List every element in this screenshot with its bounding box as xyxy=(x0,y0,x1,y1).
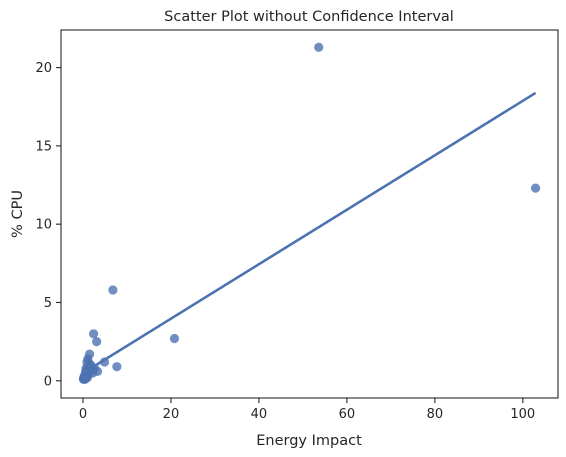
data-point xyxy=(92,337,102,347)
axes-frame xyxy=(60,29,559,399)
x-tick-label: 100 xyxy=(510,407,535,422)
y-tick-label: 10 xyxy=(35,218,52,233)
y-tick-label: 20 xyxy=(35,61,52,76)
data-point xyxy=(82,373,92,383)
data-point xyxy=(314,42,324,52)
y-tick-label: 5 xyxy=(44,296,52,311)
data-point xyxy=(530,183,541,193)
chart-title: Scatter Plot without Confidence Interval xyxy=(164,9,454,25)
data-point xyxy=(108,285,118,295)
data-point xyxy=(112,362,122,372)
x-tick-label: 80 xyxy=(427,407,444,422)
plot-area xyxy=(78,42,541,384)
y-tick-label: 0 xyxy=(44,374,52,389)
regression-line xyxy=(82,91,537,375)
x-tick-label: 0 xyxy=(79,407,87,422)
x-tick-label: 40 xyxy=(251,407,268,422)
data-point xyxy=(169,333,180,344)
axis-ticks: 0 20 40 60 80 100 0 5 10 15 20 xyxy=(35,61,535,422)
data-point xyxy=(88,329,99,339)
x-tick-label: 60 xyxy=(339,407,356,422)
y-tick-label: 15 xyxy=(35,139,52,154)
x-axis-label: Energy Impact xyxy=(256,433,362,449)
x-tick-label: 20 xyxy=(163,407,180,422)
y-axis-label: % CPU xyxy=(10,190,26,238)
